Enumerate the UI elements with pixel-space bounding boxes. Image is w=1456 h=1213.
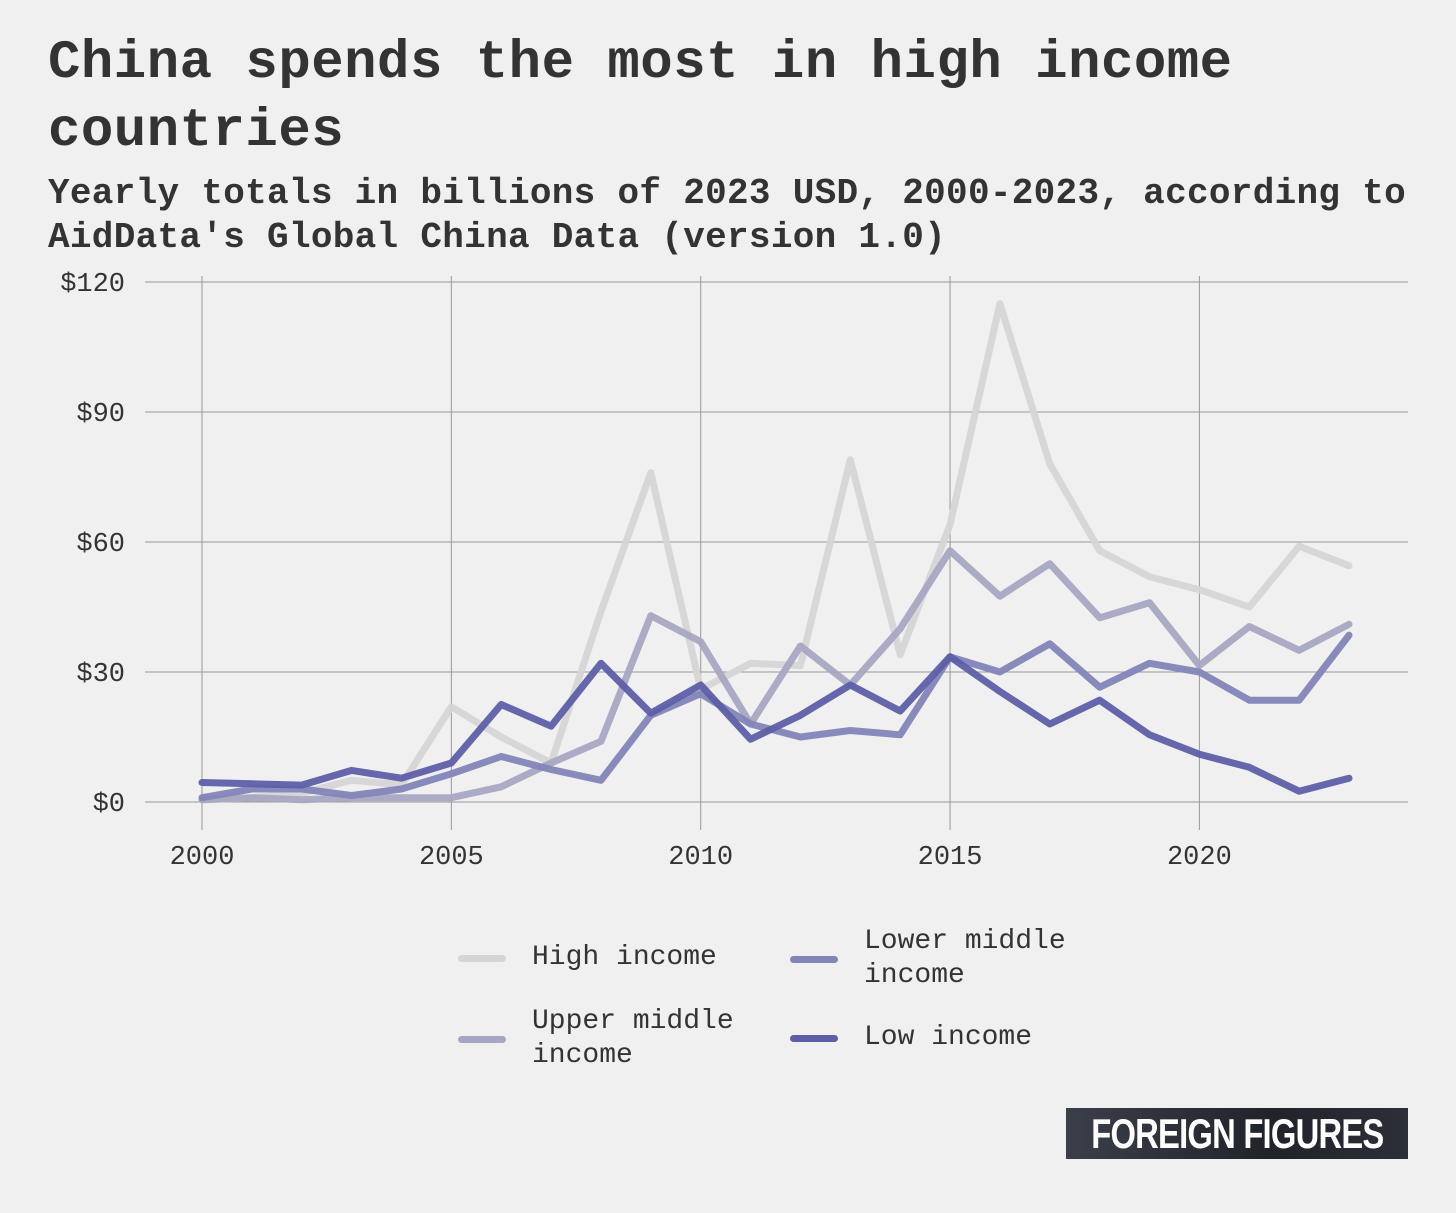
chart-subtitle: Yearly totals in billions of 2023 USD, 2… [48,173,1407,258]
legend-label: Upper middle income [532,1006,734,1071]
x-tick-labels: 2000 2005 2010 2015 2020 [170,843,1232,873]
legend-item-low-income: Low income [790,1021,1032,1055]
series-lines [198,300,1353,804]
x-tick-label: 2015 [918,843,983,873]
y-tick-label: $60 [76,530,125,560]
y-tick-labels: $0 $30 $60 $90 $120 [60,270,125,820]
legend-swatch [458,1035,506,1043]
legend-label: High income [532,942,717,973]
x-tick-label: 2010 [668,843,733,873]
line-chart: $0 $30 $60 $90 $120 2000 2005 2010 2015 2020 [60,270,1408,873]
legend-item-lower-middle-income: Lower middle income [790,925,1066,993]
series-line-high-income [198,300,1353,804]
y-tick-label: $30 [76,660,125,690]
x-tick-label: 2020 [1167,843,1232,873]
foreign-figures-logo: FOREIGN FIGURES [1066,1108,1408,1159]
legend-swatch [790,1034,838,1042]
legend-swatch [790,955,838,963]
y-tick-label: $0 [93,790,125,820]
chart-title: China spends the most in high income cou… [48,33,1233,162]
x-tick-label: 2000 [170,843,235,873]
x-gridlines [201,276,1200,830]
legend: High income Lower middle income Upper mi… [458,925,1158,1085]
logo-text: FOREIGN FIGURES [1090,1109,1384,1157]
series-line-upper-middle-income [198,547,1353,804]
legend-swatch [458,954,506,962]
legend-label: Low income [864,1022,1033,1053]
legend-label: Lower middle income [864,926,1066,991]
x-tick-label: 2005 [419,843,484,873]
series-line-low-income [198,653,1353,795]
legend-item-high-income: High income [458,941,717,975]
y-tick-label: $120 [60,270,125,300]
y-tick-label: $90 [76,400,125,430]
legend-item-upper-middle-income: Upper middle income [458,1005,734,1073]
